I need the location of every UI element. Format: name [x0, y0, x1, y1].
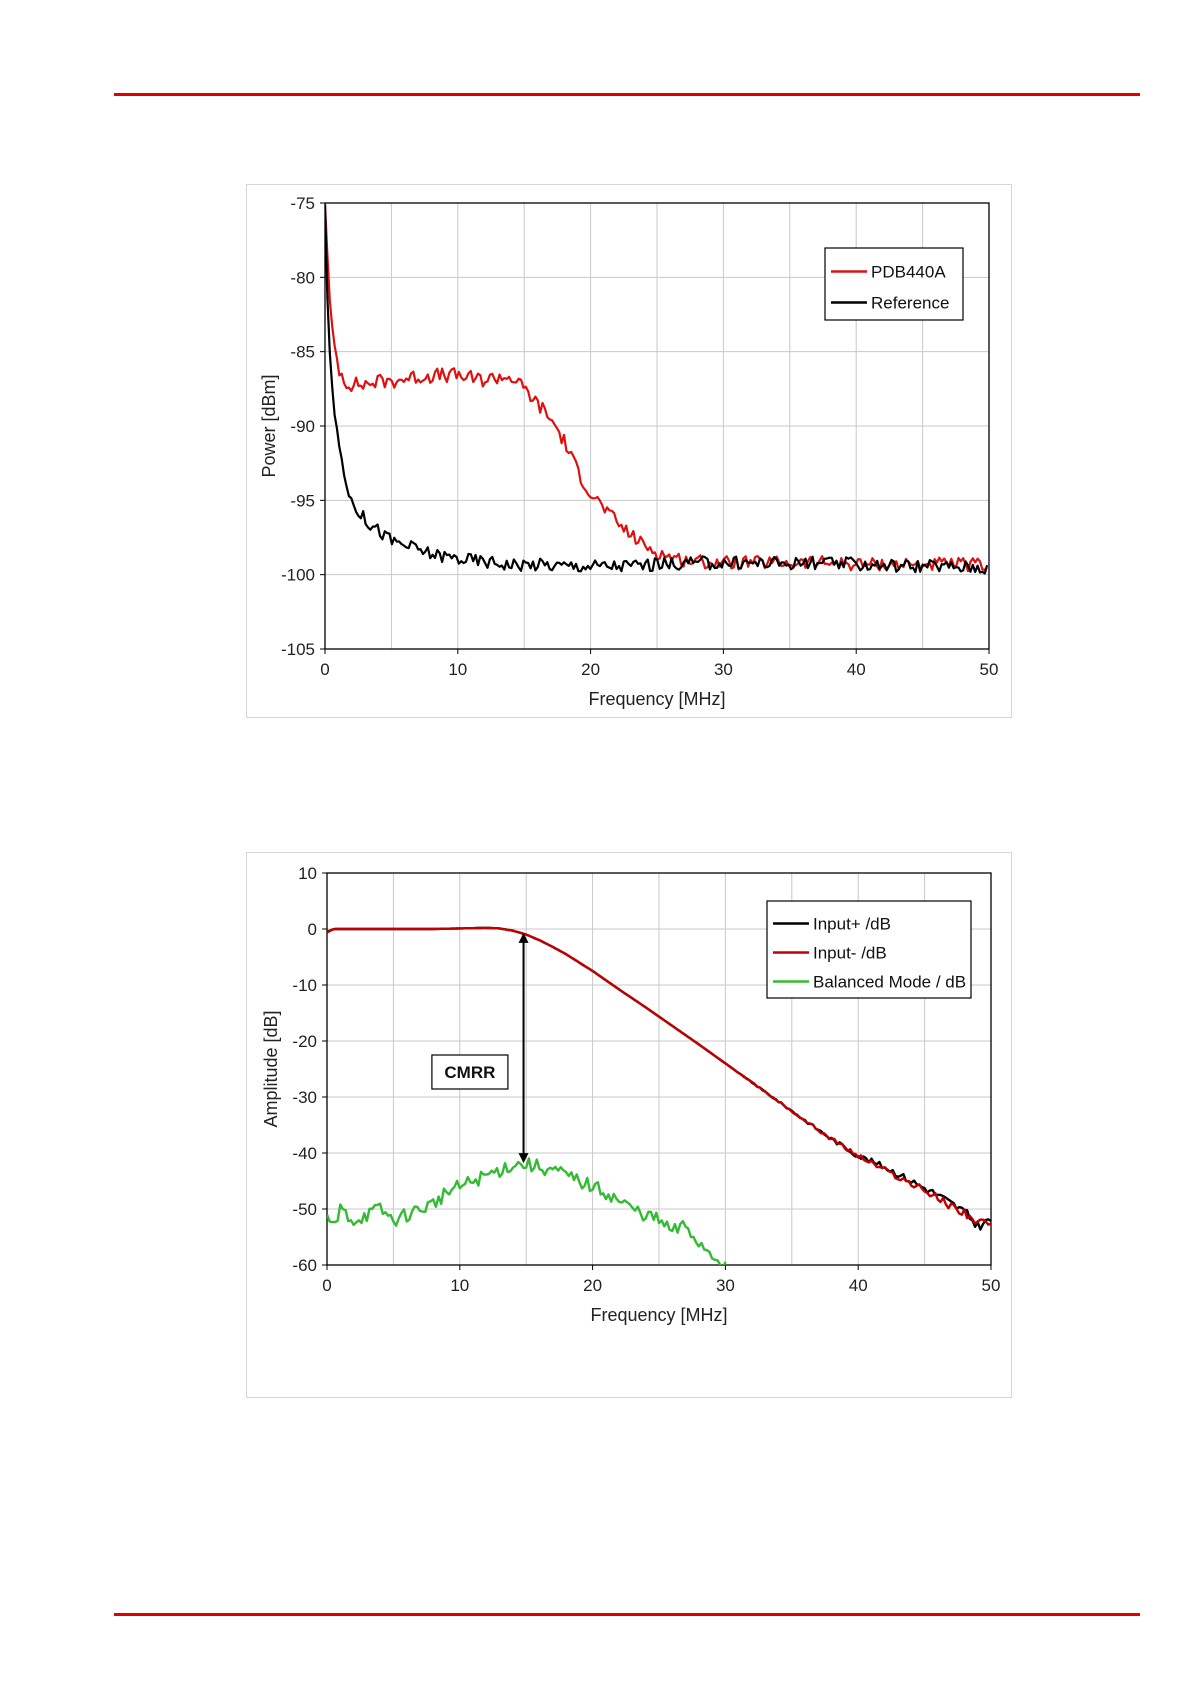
cmrr-arrow-head-bottom — [518, 1153, 529, 1164]
legend-label: Balanced Mode / dB — [813, 973, 966, 992]
series-line-balanced-mode-db — [327, 1157, 727, 1265]
series-line-reference — [325, 204, 989, 575]
x-axis-title: Frequency [MHz] — [590, 1305, 727, 1325]
y-tick-label: -95 — [290, 491, 315, 510]
series-group — [325, 204, 989, 575]
x-axis-title: Frequency [MHz] — [588, 689, 725, 709]
y-tick-label: 10 — [298, 864, 317, 883]
y-tick-label: -90 — [290, 417, 315, 436]
x-tick-label: 40 — [847, 660, 866, 679]
y-tick-label: -50 — [292, 1200, 317, 1219]
y-tick-label: -10 — [292, 976, 317, 995]
y-axis-title: Power [dBm] — [259, 374, 279, 477]
x-tick-label: 0 — [322, 1276, 331, 1295]
series-line-pdb440a — [325, 204, 988, 573]
power-spectrum-plot: 0 10 20 30 40 50 -75 -80 -85 -90 -95 -100 -105 Freque… — [259, 194, 999, 709]
y-tick-label: -30 — [292, 1088, 317, 1107]
x-tick-label: 50 — [982, 1276, 1001, 1295]
y-tick-label: -100 — [281, 566, 315, 585]
x-tick-label: 20 — [581, 660, 600, 679]
cmrr-label: CMRR — [444, 1063, 495, 1082]
y-tick-label: -20 — [292, 1032, 317, 1051]
plot-area-border — [326, 872, 992, 1266]
x-tick-label: 10 — [448, 660, 467, 679]
x-tick-label: 40 — [849, 1276, 868, 1295]
y-tick-label: -40 — [292, 1144, 317, 1163]
legend: Input+ /dB Input- /dB Balanced Mode / dB — [766, 900, 972, 999]
power-spectrum-chart: 0 10 20 30 40 50 -75 -80 -85 -90 -95 -100 -105 Freque… — [246, 184, 1012, 718]
legend-box — [824, 247, 964, 321]
header-rule — [114, 93, 1140, 96]
series-group — [327, 926, 991, 1265]
x-tick-label: 0 — [320, 660, 329, 679]
x-tick-label: 30 — [716, 1276, 735, 1295]
series-line-input-db — [327, 926, 991, 1226]
y-tick-label: -75 — [290, 194, 315, 213]
legend-label: Reference — [871, 294, 949, 313]
cmrr-arrow-head-top — [518, 932, 529, 943]
cmrr-annotation: CMRR — [431, 932, 529, 1164]
x-tick-label: 50 — [980, 660, 999, 679]
x-tick-label: 10 — [450, 1276, 469, 1295]
y-tick-label: -85 — [290, 343, 315, 362]
legend-label: Input+ /dB — [813, 915, 891, 934]
legend-label: Input- /dB — [813, 944, 887, 963]
y-tick-label: -60 — [292, 1256, 317, 1275]
y-tick-label: -105 — [281, 640, 315, 659]
cmrr-label-box — [431, 1054, 509, 1090]
x-tick-label: 20 — [583, 1276, 602, 1295]
amplitude-plot: 0 10 20 30 40 50 10 0 -10 -20 -30 -40 -50 -60 Frequenc… — [261, 864, 1001, 1325]
x-tick-label: 30 — [714, 660, 733, 679]
footer-rule — [114, 1613, 1140, 1616]
y-axis-title: Amplitude [dB] — [261, 1010, 281, 1127]
legend-label: PDB440A — [871, 263, 946, 282]
cmrr-amplitude-chart: 0 10 20 30 40 50 10 0 -10 -20 -30 -40 -50 -60 Frequenc… — [246, 852, 1012, 1398]
y-tick-label: -80 — [290, 268, 315, 287]
y-tick-label: 0 — [308, 920, 317, 939]
legend: PDB440A Reference — [824, 247, 964, 321]
